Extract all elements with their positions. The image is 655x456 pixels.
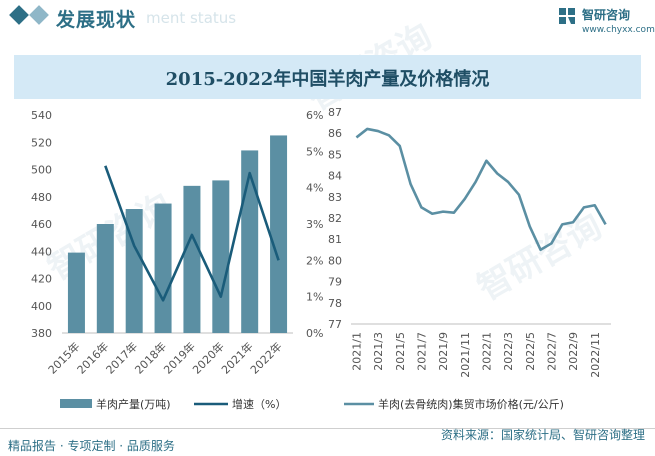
footer-slogan: 精品报告 · 专项定制 · 品质服务 (8, 439, 175, 453)
right-axis-tick-label: 1% (306, 291, 323, 304)
month-tick-label: 2021/7 (415, 332, 428, 371)
month-tick-label: 2022/9 (567, 332, 580, 371)
month-tick-label: 2022/3 (502, 332, 515, 371)
left-axis-tick-label: 400 (31, 300, 52, 313)
page-header: 发展现状 ment status 智研咨询 www.chyxx.com (0, 0, 655, 40)
legend-swatch-production (60, 399, 92, 408)
footer-divider (0, 428, 655, 429)
x-axis-tick-label: 2022年 (247, 339, 284, 376)
price-axis-tick-label: 84 (328, 170, 342, 183)
production-bar (67, 252, 85, 333)
left-axis-tick-label: 380 (31, 327, 52, 340)
brand-logo-icon (559, 8, 575, 24)
left-axis-tick-label: 540 (31, 109, 52, 122)
brand-name: 智研咨询 (582, 8, 631, 22)
price-line (355, 127, 607, 252)
right-axis-tick-label: 3% (306, 218, 323, 231)
chart-title-band: 2015-2022年中国羊肉产量及价格情况 (14, 55, 641, 99)
right-axis-tick-label: 4% (306, 182, 323, 195)
production-bar (96, 224, 114, 333)
production-bar (270, 135, 288, 333)
production-bar (154, 203, 172, 333)
production-bar (183, 185, 201, 333)
left-axis-tick-label: 460 (31, 218, 52, 231)
month-tick-label: 2021/3 (372, 332, 385, 371)
growth-rate-line (104, 165, 280, 302)
month-tick-label: 2022/5 (524, 332, 537, 371)
left-axis-tick-label: 480 (31, 191, 52, 204)
price-axis-tick-label: 82 (328, 212, 342, 225)
legend-label-growth: 增速（%） (232, 397, 286, 411)
brand-url: www.chyxx.com (582, 25, 655, 35)
footer-source: 资料来源：国家统计局、智研咨询整理 (440, 428, 645, 442)
legend-label-production: 羊肉产量(万吨) (96, 397, 171, 411)
price-axis-tick-label: 78 (328, 297, 342, 310)
month-tick-label: 2021/9 (437, 332, 450, 371)
legend-label-price: 羊肉(去骨统肉)集贸市场价格(元/公斤) (378, 397, 564, 411)
price-axis-tick-label: 85 (328, 148, 342, 161)
price-axis-tick-label: 83 (328, 191, 342, 204)
right-axis-tick-label: 0% (306, 327, 323, 340)
left-axis-tick-label: 500 (31, 164, 52, 177)
right-axis-tick-label: 5% (306, 145, 323, 158)
page-subtitle: ment status (146, 9, 237, 27)
month-tick-label: 2021/11 (459, 332, 472, 378)
left-axis-tick-label: 440 (31, 245, 52, 258)
production-bar (125, 209, 143, 333)
price-axis-tick-label: 79 (328, 276, 342, 289)
month-tick-label: 2022/7 (545, 332, 558, 371)
page-title: 发展现状 (56, 9, 137, 31)
price-axis-tick-label: 86 (328, 127, 342, 140)
price-axis-tick-label: 80 (328, 254, 342, 267)
month-tick-label: 2021/1 (350, 332, 363, 371)
left-axis-tick-label: 420 (31, 273, 52, 286)
right-axis-tick-label: 6% (306, 109, 323, 122)
price-axis-tick-label: 81 (328, 233, 342, 246)
month-tick-label: 2022/1 (480, 332, 493, 371)
left-axis-tick-label: 520 (31, 136, 52, 149)
production-bar (212, 180, 230, 333)
month-tick-label: 2021/5 (394, 332, 407, 371)
price-axis-tick-label: 77 (328, 318, 342, 331)
price-axis-tick-label: 87 (328, 106, 342, 119)
month-tick-label: 2022/11 (589, 332, 602, 378)
right-axis-tick-label: 2% (306, 254, 323, 267)
chart-title: 2015-2022年中国羊肉产量及价格情况 (165, 69, 490, 90)
